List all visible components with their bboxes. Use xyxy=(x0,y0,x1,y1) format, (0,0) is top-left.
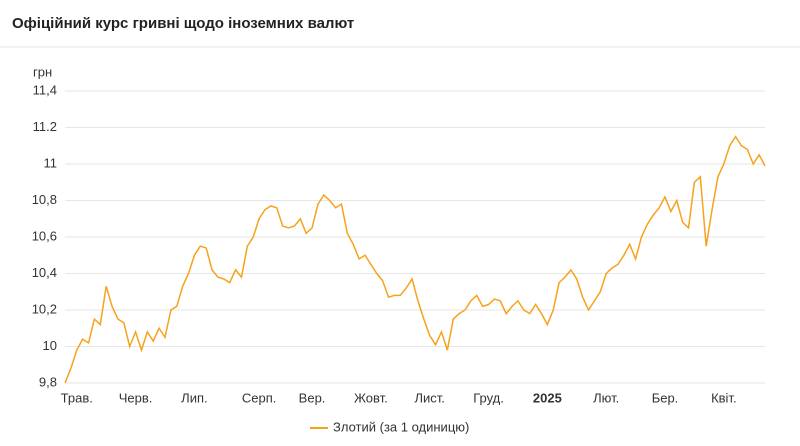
y-tick-label: 11 xyxy=(44,155,58,170)
y-axis-label: грн xyxy=(33,64,52,79)
x-tick-label: Серп. xyxy=(242,390,277,405)
x-tick-label: Лип. xyxy=(181,390,207,405)
x-tick-label: Квіт. xyxy=(711,390,737,405)
chart-title: Офіційний курс гривні щодо іноземних вал… xyxy=(12,15,354,32)
y-tick-label: 11,4 xyxy=(33,82,57,97)
x-tick-label: Лист. xyxy=(414,390,444,405)
x-tick-label: Вер. xyxy=(299,390,326,405)
y-tick-label: 10,8 xyxy=(32,192,57,207)
y-tick-label: 10 xyxy=(43,338,57,353)
x-tick-label: 2025 xyxy=(533,390,562,405)
legend-label: Злотий (за 1 одиницю) xyxy=(333,419,469,434)
y-tick-label: 10,4 xyxy=(32,265,57,280)
x-tick-label: Трав. xyxy=(61,390,93,405)
x-tick-label: Лют. xyxy=(593,390,619,405)
x-tick-label: Черв. xyxy=(119,390,153,405)
x-tick-label: Бер. xyxy=(652,390,679,405)
y-tick-label: 9,8 xyxy=(39,374,57,389)
x-tick-label: Груд. xyxy=(473,390,504,405)
x-tick-label: Жовт. xyxy=(354,390,388,405)
y-tick-label: 10,6 xyxy=(32,228,57,243)
y-tick-label: 10,2 xyxy=(32,301,57,316)
line xyxy=(64,135,766,384)
y-tick-label: 11.2 xyxy=(33,119,57,134)
